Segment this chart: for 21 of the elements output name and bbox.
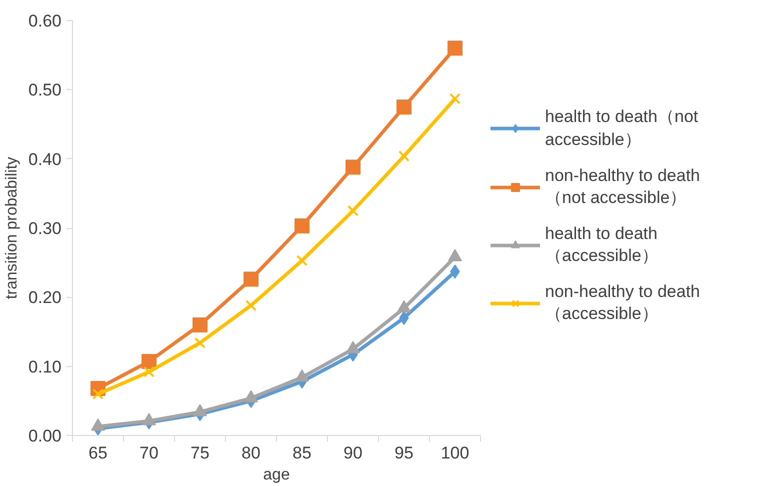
legend-label: non-healthy to death（not accessible）: [545, 165, 700, 208]
x-tick-label: 100: [440, 444, 470, 462]
legend-label: health to death（not accessible）: [545, 106, 698, 151]
legend-label: non-healthy to death（accessible）: [545, 281, 700, 324]
y-tick-label: 0.40: [28, 150, 62, 169]
x-tick-label: 65: [88, 444, 108, 462]
x-tick-label: 80: [242, 444, 260, 462]
y-tick-label: 0.60: [28, 12, 62, 30]
legend-label: health to death（accessible）: [545, 223, 658, 266]
y-tick-label: 0.20: [28, 288, 62, 308]
x-tick-label: 75: [190, 444, 210, 462]
x-tick-label: 85: [292, 444, 312, 462]
x-tick-label: 70: [140, 444, 158, 462]
y-tick-label: 0.30: [28, 219, 62, 238]
x-tick-label: 95: [394, 444, 414, 462]
y-axis-title: transition probability: [3, 156, 20, 300]
y-tick-label: 0.50: [28, 80, 62, 100]
x-tick-label: 90: [344, 444, 362, 462]
y-tick-label: 0.00: [28, 426, 62, 446]
y-tick-label: 0.10: [28, 357, 62, 376]
x-axis-title: age: [263, 466, 290, 484]
